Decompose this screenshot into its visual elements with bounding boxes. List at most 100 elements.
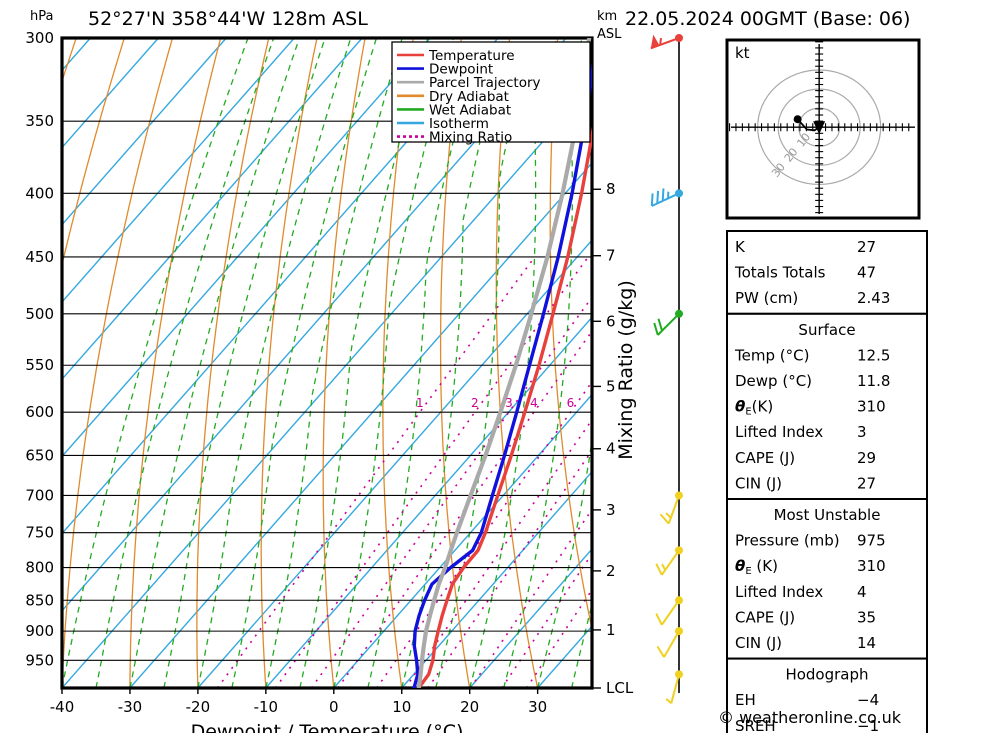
copyright-label: © weatheronline.co.uk (718, 708, 902, 727)
wind-barb (665, 670, 683, 705)
altitude-unit-label-line1: km (597, 9, 617, 24)
panel-row-label: Totals Totals (734, 264, 826, 282)
pressure-tick-label: 350 (25, 112, 54, 130)
altitude-unit-label-line2: ASL (597, 27, 622, 42)
panel-row-value: 310 (857, 557, 886, 575)
pressure-tick-label: 600 (25, 403, 54, 421)
panel-row-value: 975 (857, 532, 886, 550)
panel-title: Surface (798, 321, 855, 339)
panel-row-label: CAPE (J) (735, 449, 795, 467)
temperature-tick-label: -10 (254, 698, 279, 716)
panel-row-label: Pressure (mb) (735, 532, 840, 550)
altitude-tick-label: 6 (606, 312, 616, 330)
panel-row-label: θE (K) (735, 557, 778, 577)
legend-item-label: Isotherm (429, 116, 489, 132)
panel-row-label: Lifted Index (735, 583, 823, 601)
pressure-tick-label: 650 (25, 446, 54, 464)
altitude-tick-label: 4 (606, 440, 616, 458)
altitude-tick-label: 5 (606, 377, 616, 395)
mixing-ratio-value-label: 4 (530, 396, 538, 410)
mixing-ratio-value-label: 6 (567, 396, 575, 410)
wind-barb-column (650, 34, 683, 705)
pressure-tick-label: 800 (25, 559, 54, 577)
pressure-tick-label: 500 (25, 305, 54, 323)
panel-row-value: −1 (857, 717, 879, 733)
temperature-tick-label: 20 (460, 698, 479, 716)
panel-row-value: 29 (857, 449, 876, 467)
legend-item-label: Wet Adiabat (429, 102, 511, 118)
temperature-tick-label: -20 (186, 698, 211, 716)
skewt-axis-labels: 3003504004505005506006507007508008509009… (25, 29, 637, 733)
panel-row-value: 47 (857, 264, 876, 282)
panel-row-label: PW (cm) (735, 289, 798, 307)
panel-row-value: −4 (857, 691, 879, 709)
altitude-tick-label: 2 (606, 562, 616, 580)
legend-item-label: Temperature (428, 48, 515, 64)
panel-row-value: 4 (857, 583, 867, 601)
datetime-label: 22.05.2024 00GMT (Base: 06) (625, 8, 910, 30)
altitude-tick-label: 8 (606, 180, 616, 198)
altitude-tick-label: 1 (606, 621, 616, 639)
mixing-ratio-value-label: 3 (505, 396, 513, 410)
panel-row-value: 2.43 (857, 289, 890, 307)
wind-barb (655, 596, 683, 626)
panel-row-label: CIN (J) (735, 474, 782, 492)
pressure-tick-label: 550 (25, 356, 54, 374)
panel-row-value: 11.8 (857, 372, 890, 390)
page-title: 52°27'N 358°44'W 128m ASL (88, 8, 368, 30)
panel-row-value: 12.5 (857, 346, 890, 364)
temperature-tick-label: -40 (50, 698, 75, 716)
panel-row-value: 14 (857, 634, 876, 652)
mixing-ratio-labels: 1 2 3 4 6 (416, 396, 574, 410)
panel-row-value: 3 (857, 423, 867, 441)
wind-barb (659, 491, 683, 525)
panel-row-label: Lifted Index (735, 423, 823, 441)
panel-row-label: K (735, 238, 746, 256)
temperature-tick-label: -30 (118, 698, 143, 716)
legend-item-label: Dry Adiabat (429, 89, 509, 105)
panel-row-label: θE(K) (735, 398, 773, 418)
wind-barb (655, 546, 683, 576)
altitude-tick-label: 3 (606, 501, 616, 519)
wind-barb (650, 34, 683, 50)
panel-row-label: CAPE (J) (735, 608, 795, 626)
pressure-tick-label: 450 (25, 248, 54, 266)
panel-row-label: Dewp (°C) (735, 372, 812, 390)
pressure-tick-label: 300 (25, 29, 54, 47)
x-axis-label: Dewpoint / Temperature (°C) (191, 721, 464, 733)
mixing-ratio-value-label: 1 (416, 396, 424, 410)
wind-barb (656, 627, 683, 658)
panel-title: Hodograph (785, 666, 868, 684)
panel-row-value: 310 (857, 398, 886, 416)
pressure-tick-label: 750 (25, 524, 54, 542)
panel-row-value: 27 (857, 238, 876, 256)
hodograph-unit-label: kt (735, 44, 750, 62)
legend-item-label: Parcel Trajectory (429, 75, 541, 91)
temperature-tick-label: 30 (528, 698, 547, 716)
pressure-unit-label: hPa (30, 9, 53, 24)
wind-barb (653, 309, 683, 336)
lcl-label: LCL (606, 679, 634, 697)
skewt-profile-lines (412, 38, 592, 688)
legend-item-label: Mixing Ratio (429, 130, 512, 146)
panel-title: Most Unstable (774, 506, 881, 524)
pressure-tick-label: 900 (25, 622, 54, 640)
pressure-tick-label: 950 (25, 651, 54, 669)
panel-row-label: Temp (°C) (734, 346, 809, 364)
temperature-tick-label: 10 (392, 698, 411, 716)
wind-barb (650, 188, 683, 207)
pressure-tick-label: 850 (25, 591, 54, 609)
panel-row-value: 35 (857, 608, 876, 626)
panel-row-value: 27 (857, 474, 876, 492)
mixing-ratio-axis-label: Mixing Ratio (g/kg) (615, 280, 637, 460)
mixing-ratio-value-label: 2 (471, 396, 479, 410)
legend-item-label: Dewpoint (429, 62, 493, 78)
altitude-tick-label: 7 (606, 247, 616, 265)
temperature-tick-label: 0 (329, 698, 339, 716)
panel-row-label: EH (735, 691, 756, 709)
